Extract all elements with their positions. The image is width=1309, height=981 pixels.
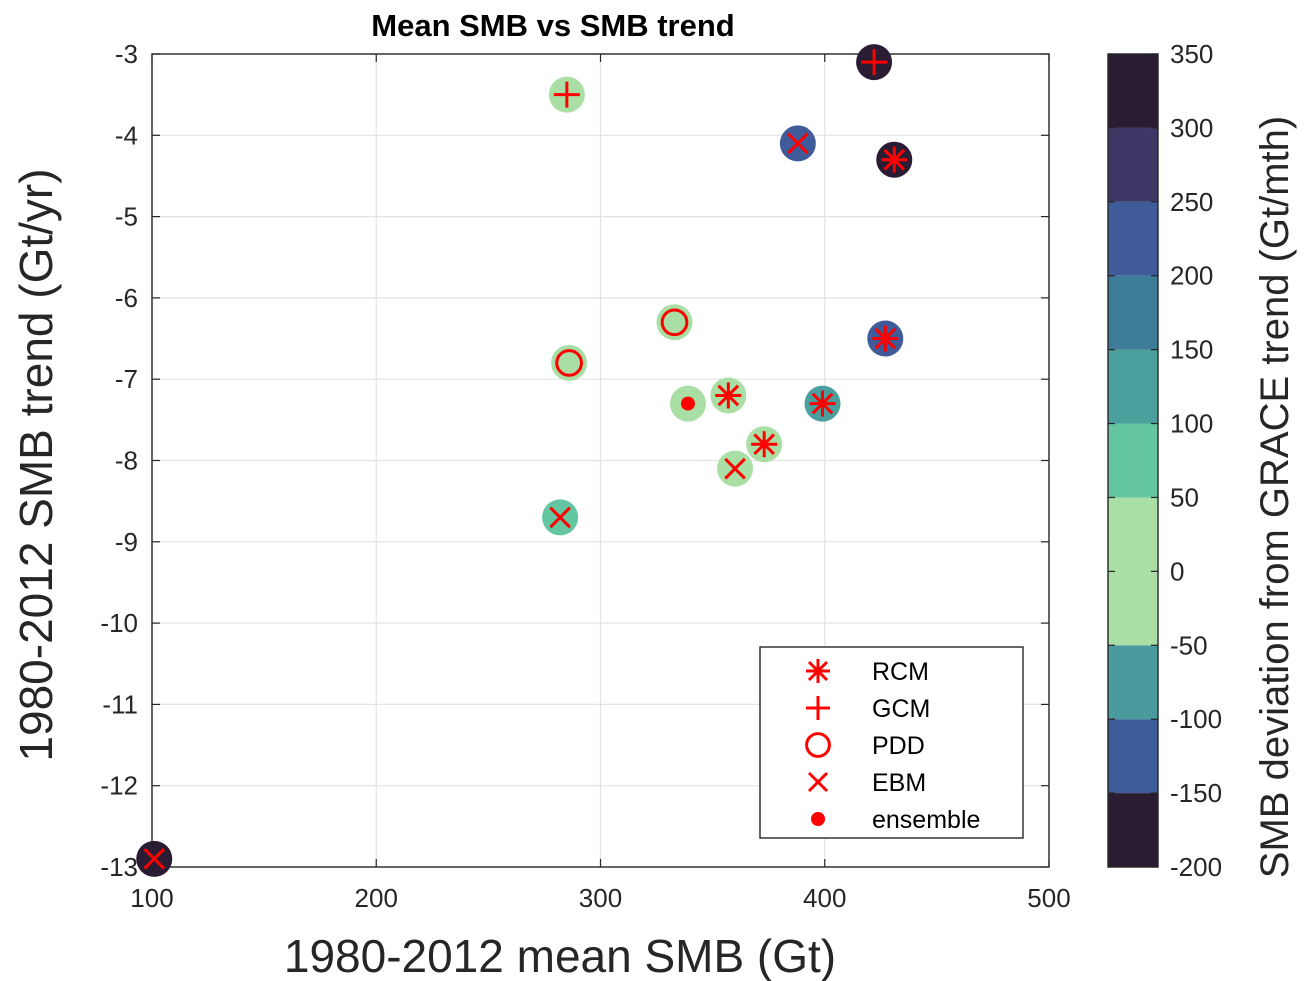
- x-tick-label: 400: [803, 883, 846, 913]
- colorbar-tick-label: -100: [1170, 704, 1222, 734]
- colorbar-band: [1108, 423, 1158, 498]
- y-tick-label: -6: [115, 283, 138, 313]
- x-axis-label: 1980-2012 mean SMB (Gt): [284, 930, 836, 981]
- y-tick-label: -8: [115, 446, 138, 476]
- data-point-rcm: [746, 426, 783, 463]
- y-axis: -3 -4 -5 -6 -7 -8 -9 -10 -11 -12 -13: [100, 39, 1049, 882]
- legend-box: [759, 646, 1024, 839]
- y-axis-label: 1980-2012 SMB trend (Gt/yr): [10, 168, 62, 761]
- colorbar: 350 300 250 200 150 100 50 0 -50 -100 -150 -200: [1107, 39, 1222, 882]
- x-tick-label: 300: [579, 883, 622, 913]
- x-tick-label: 100: [130, 883, 173, 913]
- y-tick-label: -11: [102, 689, 138, 719]
- legend-label: EBM: [872, 769, 926, 797]
- colorbar-band: [1108, 497, 1158, 646]
- y-tick-label: -10: [100, 608, 138, 638]
- legend-item-gcm: GCM: [806, 695, 930, 723]
- data-point-rcm: [710, 377, 747, 414]
- colorbar-band: [1108, 54, 1158, 128]
- colorbar-band: [1108, 645, 1158, 720]
- colorbar-tick-label: -50: [1170, 630, 1208, 660]
- colorbar-tick-label: -200: [1170, 852, 1222, 882]
- colorbar-tick-label: 100: [1170, 409, 1213, 439]
- legend-item-ebm: EBM: [807, 769, 926, 797]
- chart-title: Mean SMB vs SMB trend: [371, 8, 734, 43]
- colorbar-band: [1108, 793, 1158, 867]
- y-tick-label: -5: [115, 202, 138, 232]
- legend-label: RCM: [872, 658, 929, 686]
- data-point-pdd: [656, 304, 693, 341]
- colorbar-tick-label: 150: [1170, 335, 1213, 365]
- data-point-ebm: [717, 450, 754, 487]
- data-point-rcm: [804, 385, 841, 422]
- colorbar-band: [1108, 275, 1158, 350]
- data-points: [136, 44, 913, 877]
- y-tick-label: -3: [115, 39, 138, 69]
- colorbar-band: [1108, 719, 1158, 794]
- colorbar-band: [1108, 201, 1158, 276]
- colorbar-band: [1108, 127, 1158, 202]
- colorbar-label: SMB deviation from GRACE trend (Gt/mth): [1253, 116, 1297, 878]
- data-point-ebm: [542, 499, 579, 536]
- x-tick-label: 200: [355, 883, 398, 913]
- legend-label: ensemble: [872, 806, 980, 834]
- data-point-ebm: [779, 125, 816, 162]
- x-axis: 100 200 300 400 500: [130, 54, 1071, 913]
- data-point-gcm: [856, 44, 893, 81]
- colorbar-frame: [1107, 53, 1159, 868]
- y-tick-label: -7: [115, 364, 138, 394]
- data-point-ebm: [136, 840, 173, 877]
- legend-item-ensemble: ensemble: [811, 806, 980, 834]
- colorbar-tick-label: 250: [1170, 187, 1213, 217]
- data-point-rcm: [867, 320, 904, 357]
- colorbar-band: [1108, 349, 1158, 424]
- data-point-ensemble: [669, 385, 706, 422]
- data-point-gcm: [548, 76, 585, 113]
- y-tick-label: -4: [115, 120, 138, 150]
- colorbar-tick-label: 0: [1170, 556, 1184, 586]
- y-tick-label: -9: [115, 527, 138, 557]
- data-point-rcm: [876, 141, 913, 178]
- colorbar-tick-label: 300: [1170, 113, 1213, 143]
- legend: RCM GCM PDD EBM ensemble: [759, 646, 1024, 839]
- y-tick-label: -13: [100, 852, 138, 882]
- legend-label: PDD: [872, 732, 925, 760]
- colorbar-tick-label: 200: [1170, 261, 1213, 291]
- data-point-pdd: [551, 344, 588, 381]
- colorbar-tick-label: 50: [1170, 482, 1199, 512]
- legend-label: GCM: [872, 695, 930, 723]
- legend-item-rcm: RCM: [806, 658, 929, 686]
- x-tick-label: 500: [1027, 883, 1070, 913]
- colorbar-tick-label: -150: [1170, 778, 1222, 808]
- legend-item-pdd: PDD: [805, 732, 925, 760]
- colorbar-tick-label: 350: [1170, 39, 1213, 69]
- y-tick-label: -12: [100, 771, 138, 801]
